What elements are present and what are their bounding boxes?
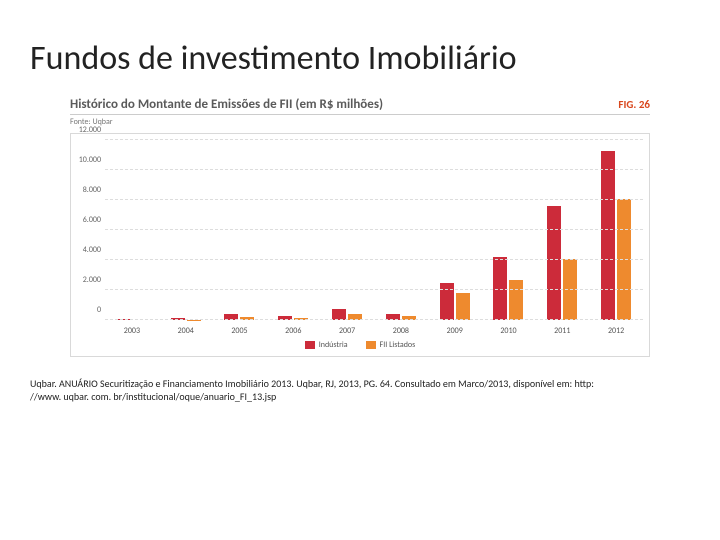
x-tick-label: 2005 [213, 324, 267, 336]
y-tick-label: 6.000 [71, 215, 101, 225]
grid-line [105, 169, 643, 170]
plot-frame: 02.0004.0006.0008.00010.00012.000 200320… [70, 133, 650, 357]
grid-line [105, 259, 643, 260]
x-tick-label: 2004 [159, 324, 213, 336]
y-tick-label: 8.000 [71, 185, 101, 195]
x-axis: 2003200420052006200720082009201020112012 [105, 324, 643, 336]
bar-group [159, 140, 213, 320]
x-tick-label: 2008 [374, 324, 428, 336]
legend-label: Indústria [319, 340, 348, 350]
bar-group [374, 140, 428, 320]
x-tick-label: 2010 [482, 324, 536, 336]
bar [509, 280, 523, 321]
y-tick-label: 2.000 [71, 275, 101, 285]
chart-header: Histórico do Montante de Emissões de FII… [70, 97, 650, 115]
slide: Fundos de investimento Imobiliário Histó… [0, 0, 720, 540]
x-tick-label: 2009 [428, 324, 482, 336]
legend-swatch [366, 341, 376, 349]
page-title: Fundos de investimento Imobiliário [30, 40, 690, 77]
bar-group [482, 140, 536, 320]
chart-source: Fonte: Uqbar [70, 117, 650, 127]
x-tick-label: 2011 [535, 324, 589, 336]
grid-line [105, 319, 643, 320]
x-tick-label: 2003 [105, 324, 159, 336]
bar [547, 206, 561, 320]
legend-swatch [305, 341, 315, 349]
figure-number: FIG. 26 [618, 98, 650, 111]
chart-title: Histórico do Montante de Emissões de FII… [70, 97, 383, 112]
bar [456, 293, 470, 320]
bar [601, 151, 615, 321]
y-tick-label: 0 [71, 305, 101, 315]
bar-group [535, 140, 589, 320]
bar-group [266, 140, 320, 320]
x-tick-label: 2006 [266, 324, 320, 336]
bar-group [320, 140, 374, 320]
plot-area: 02.0004.0006.0008.00010.00012.000 [105, 140, 643, 320]
bar-group [589, 140, 643, 320]
x-tick-label: 2012 [589, 324, 643, 336]
citation-text: Uqbar. ANUÁRIO Securitização e Financiam… [30, 377, 610, 403]
y-tick-label: 12.000 [71, 125, 101, 135]
bar-group [105, 140, 159, 320]
grid-line [105, 289, 643, 290]
grid-line [105, 139, 643, 140]
grid-line [105, 229, 643, 230]
legend: Indústria FII Listados [71, 336, 649, 356]
y-tick-label: 4.000 [71, 245, 101, 255]
grid-line [105, 199, 643, 200]
bar-group [213, 140, 267, 320]
legend-item: Indústria [305, 340, 348, 350]
chart-block: Histórico do Montante de Emissões de FII… [70, 97, 650, 357]
legend-item: FII Listados [366, 340, 416, 350]
legend-label: FII Listados [380, 340, 416, 350]
bar-group [428, 140, 482, 320]
bars-container [105, 140, 643, 320]
y-tick-label: 10.000 [71, 155, 101, 165]
x-tick-label: 2007 [320, 324, 374, 336]
